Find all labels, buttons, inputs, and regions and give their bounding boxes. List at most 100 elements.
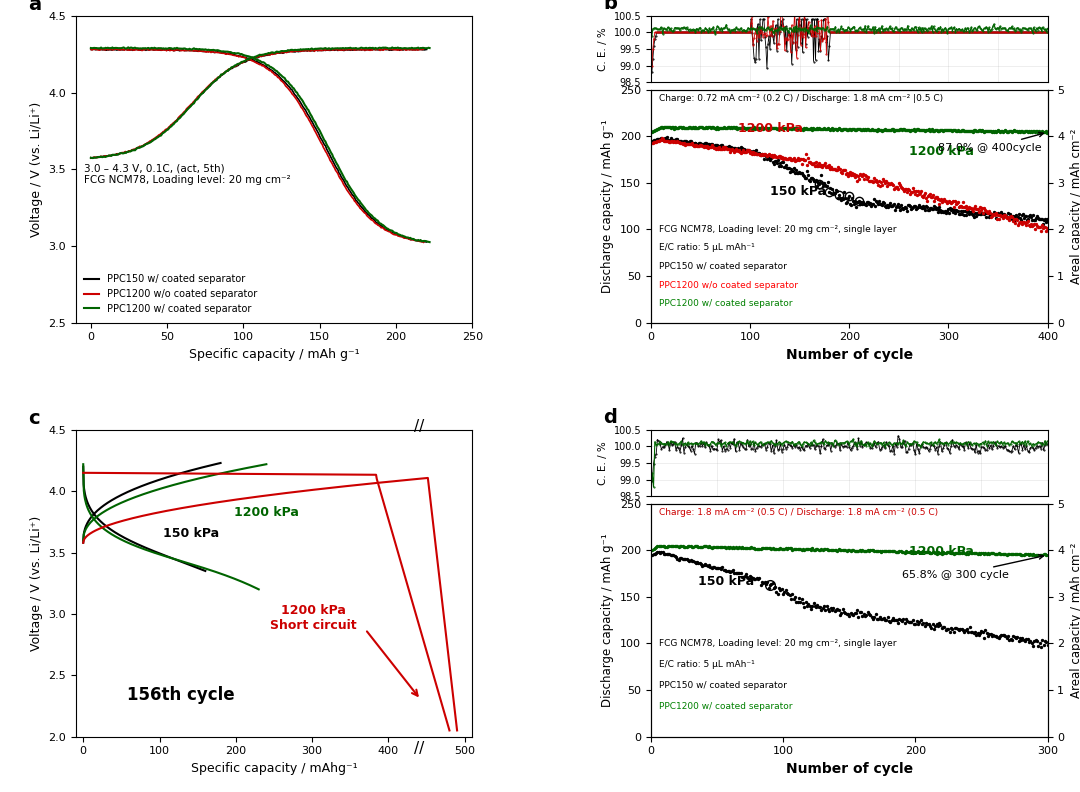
Y-axis label: C. E. / %: C. E. / % [598, 441, 608, 485]
Point [661, 136, 678, 149]
Point [737, 122, 754, 135]
Point [686, 556, 703, 569]
Point [802, 171, 820, 184]
Point [843, 166, 861, 179]
Point [931, 197, 948, 210]
Point [750, 123, 767, 135]
Point [986, 207, 1003, 219]
Point [1039, 126, 1056, 139]
Point [765, 156, 782, 169]
Point [1025, 214, 1042, 227]
Point [664, 136, 681, 149]
Point [685, 139, 702, 152]
Point [714, 121, 731, 134]
Point [785, 592, 802, 605]
Point [818, 123, 835, 135]
Point [769, 151, 786, 164]
Point [868, 613, 886, 626]
Point [1017, 219, 1035, 231]
Point [687, 136, 704, 149]
Point [936, 124, 954, 137]
Point [849, 544, 866, 557]
Point [1029, 126, 1047, 139]
Point [862, 124, 879, 136]
Point [806, 160, 823, 173]
Point [1028, 124, 1045, 137]
Point [888, 613, 905, 626]
Point [808, 543, 825, 556]
Point [1029, 211, 1047, 224]
Point [837, 543, 854, 556]
Point [752, 579, 769, 592]
Point [962, 626, 980, 638]
Point [652, 132, 670, 145]
Point [851, 198, 868, 211]
Point [1010, 547, 1027, 560]
Point [972, 124, 989, 137]
Point [759, 152, 777, 165]
Point [849, 123, 866, 135]
Point [1003, 125, 1021, 138]
Point [680, 121, 698, 134]
Point [712, 121, 729, 134]
Point [798, 543, 815, 556]
Point [913, 124, 930, 136]
Point [666, 550, 684, 562]
Point [716, 121, 733, 134]
Point [754, 147, 771, 160]
Point [827, 604, 845, 617]
Point [863, 124, 880, 136]
Point [919, 124, 936, 137]
Point [999, 211, 1016, 223]
Point [973, 547, 990, 560]
Point [772, 159, 789, 172]
Point [997, 209, 1014, 222]
Point [726, 566, 743, 579]
Point [645, 124, 662, 137]
Point [760, 148, 778, 161]
Point [985, 206, 1002, 219]
Point [809, 599, 826, 611]
Point [670, 540, 687, 553]
Point [833, 607, 850, 619]
Point [792, 596, 809, 608]
Point [800, 156, 818, 169]
Point [714, 143, 731, 155]
Point [858, 608, 875, 621]
Point [845, 123, 862, 135]
Point [847, 195, 864, 208]
Point [825, 124, 842, 136]
Point [702, 541, 719, 554]
Point [780, 151, 797, 164]
Point [715, 121, 732, 134]
Point [708, 121, 726, 134]
Point [868, 545, 886, 558]
Point [687, 139, 704, 151]
Point [707, 139, 725, 152]
Point [995, 125, 1012, 138]
Point [742, 146, 759, 158]
Point [987, 126, 1004, 139]
Point [1017, 125, 1035, 138]
Point [900, 616, 917, 629]
Point [748, 121, 766, 134]
Point [982, 628, 999, 641]
Point [657, 540, 674, 553]
Point [698, 141, 715, 154]
Point [1037, 124, 1054, 137]
Point [762, 151, 780, 164]
Point [955, 623, 972, 636]
Point [849, 175, 866, 188]
Point [833, 193, 850, 206]
Point [717, 122, 734, 135]
Point [766, 581, 783, 594]
Point [779, 162, 796, 174]
Point [754, 149, 771, 162]
Point [834, 124, 851, 136]
Point [951, 200, 969, 212]
Point [692, 139, 710, 152]
Point [974, 626, 991, 638]
Point [868, 124, 886, 137]
Point [691, 541, 708, 554]
Point [899, 204, 916, 217]
